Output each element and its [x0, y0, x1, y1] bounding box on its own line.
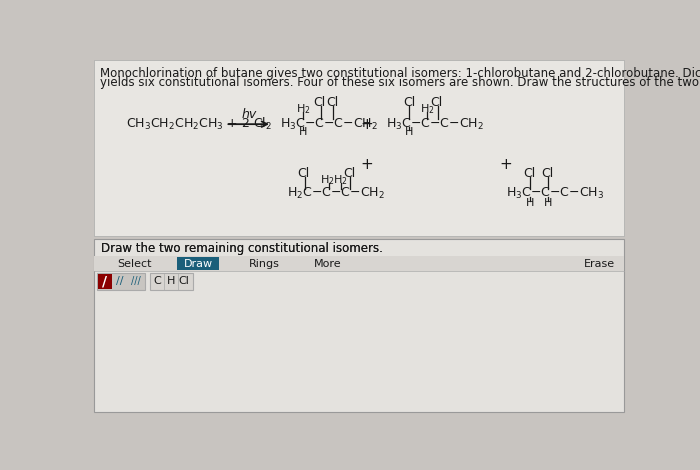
FancyBboxPatch shape: [150, 273, 193, 290]
FancyBboxPatch shape: [97, 274, 111, 289]
Text: hv: hv: [241, 109, 256, 121]
Text: H$_3$C$-$C$-$C$-$CH$_2$: H$_3$C$-$C$-$C$-$CH$_2$: [280, 117, 377, 132]
Text: H$_3$C$-$C$-$C$-$CH$_2$: H$_3$C$-$C$-$C$-$CH$_2$: [386, 117, 484, 132]
Text: Cl: Cl: [178, 276, 189, 286]
Text: H: H: [526, 198, 534, 208]
Text: Cl: Cl: [297, 167, 309, 180]
Text: +: +: [360, 157, 373, 172]
Text: Select: Select: [117, 258, 151, 268]
Text: H$_2$: H$_2$: [295, 102, 310, 116]
Text: H: H: [299, 127, 307, 137]
Text: yields six constitutional isomers. Four of these six isomers are shown. Draw the: yields six constitutional isomers. Four …: [100, 77, 700, 89]
Text: /: /: [102, 274, 107, 288]
Text: H: H: [405, 127, 413, 137]
Text: +: +: [360, 117, 373, 132]
Text: H$_2$: H$_2$: [332, 172, 347, 187]
Text: Monochlorination of butane gives two constitutional isomers: 1-chlorobutane and : Monochlorination of butane gives two con…: [100, 67, 700, 80]
FancyBboxPatch shape: [97, 273, 145, 290]
Text: Cl: Cl: [343, 167, 356, 180]
Text: ///: ///: [131, 276, 141, 286]
Text: H$_3$C$-$C$-$C$-$CH$_3$: H$_3$C$-$C$-$C$-$CH$_3$: [506, 186, 604, 201]
Text: Cl: Cl: [523, 167, 536, 180]
Text: H$_2$C$-$C$-$C$-$CH$_2$: H$_2$C$-$C$-$C$-$CH$_2$: [288, 186, 386, 201]
FancyBboxPatch shape: [94, 256, 624, 271]
Text: H$_2$: H$_2$: [321, 172, 335, 187]
Text: Draw the two remaining constitutional isomers.: Draw the two remaining constitutional is…: [102, 242, 384, 255]
Text: Cl: Cl: [326, 96, 339, 109]
Text: +: +: [500, 157, 512, 172]
Text: Cl: Cl: [430, 96, 442, 109]
Text: Erase: Erase: [583, 258, 615, 268]
Text: Cl: Cl: [313, 96, 326, 109]
Text: CH$_3$CH$_2$CH$_2$CH$_3$ + 2 Cl$_2$: CH$_3$CH$_2$CH$_2$CH$_3$ + 2 Cl$_2$: [126, 116, 272, 132]
Text: //: //: [116, 276, 124, 286]
Text: Draw: Draw: [184, 258, 213, 268]
FancyBboxPatch shape: [94, 60, 624, 236]
FancyBboxPatch shape: [176, 257, 219, 270]
Text: H: H: [167, 276, 176, 286]
Text: C: C: [153, 276, 161, 286]
Text: Rings: Rings: [248, 258, 279, 268]
Text: Cl: Cl: [403, 96, 415, 109]
Text: H: H: [544, 198, 552, 208]
Text: Draw the two remaining constitutional isomers.: Draw the two remaining constitutional is…: [102, 242, 384, 255]
FancyBboxPatch shape: [94, 239, 624, 412]
Text: H$_2$: H$_2$: [419, 102, 434, 116]
Text: Cl: Cl: [541, 167, 553, 180]
Text: More: More: [314, 258, 342, 268]
